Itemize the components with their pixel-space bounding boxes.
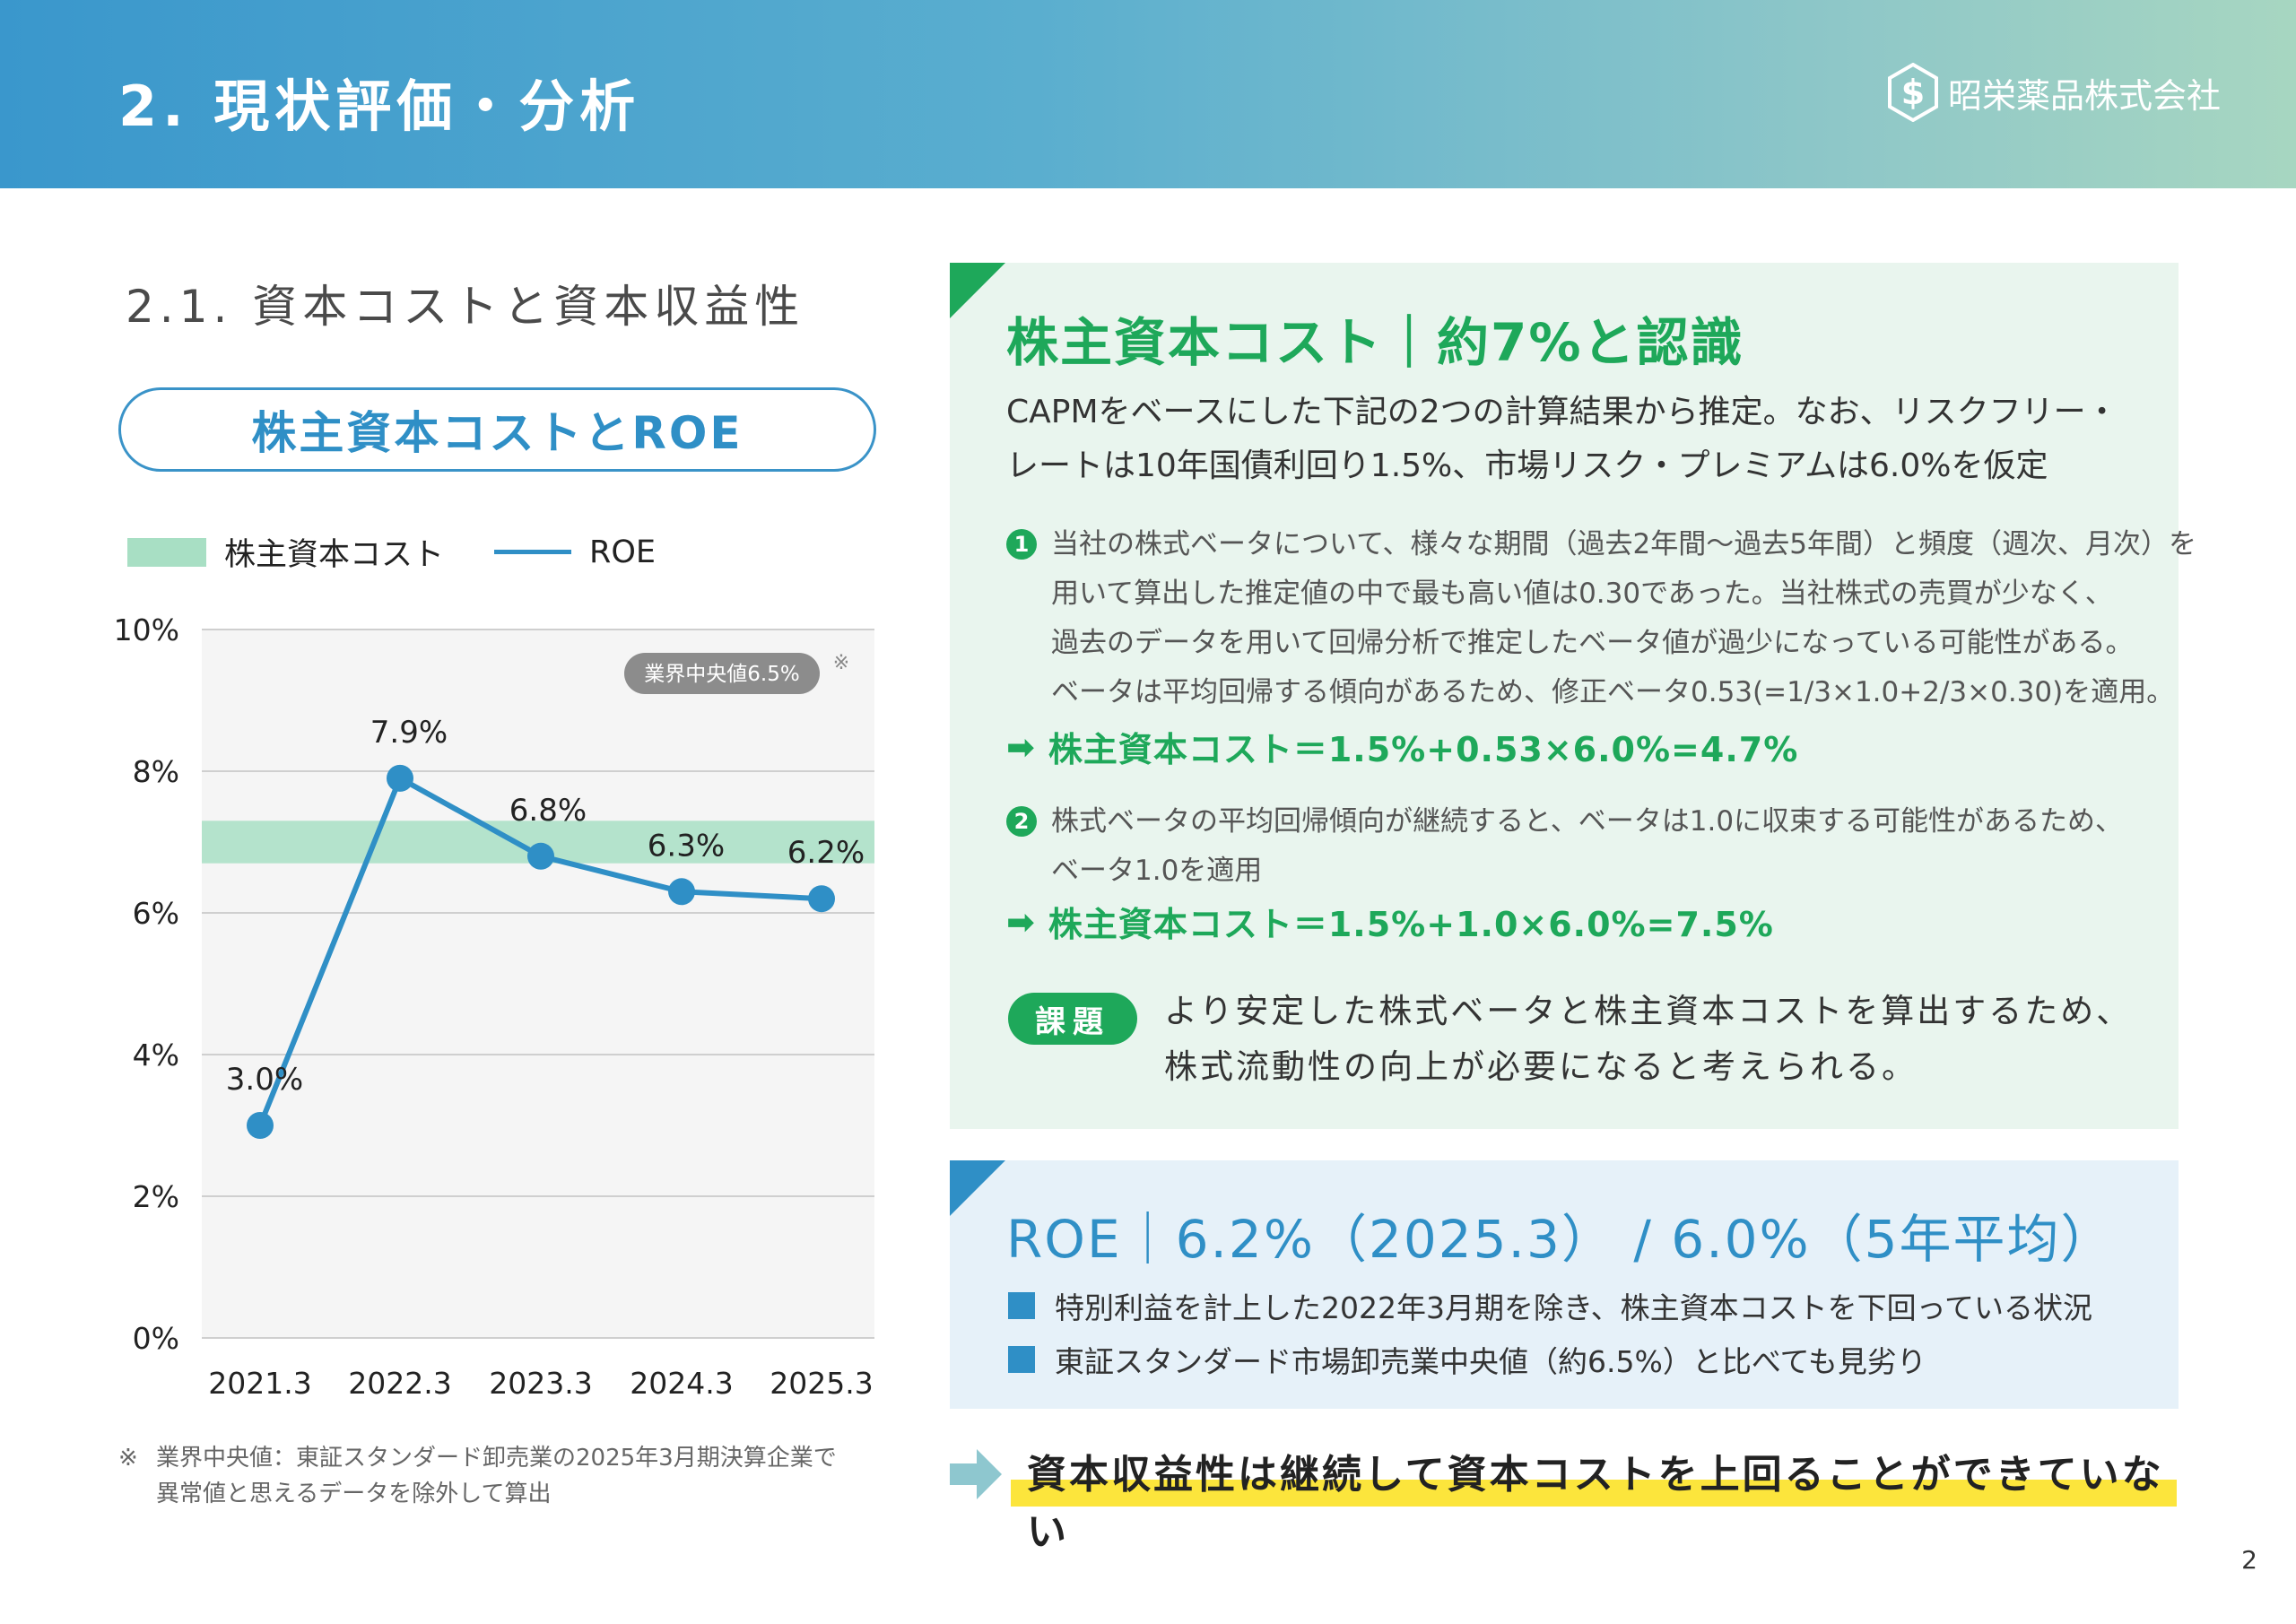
right-arrow-icon: ➡ [1006, 901, 1036, 942]
square-bullet-icon [1008, 1346, 1035, 1373]
brand: $ 昭栄薬品株式会社 [1887, 63, 2221, 122]
panel-corner-accent [950, 263, 1005, 318]
x-tick-label: 2021.3 [208, 1366, 311, 1401]
item1-formula-row: ➡ 株主資本コスト＝1.5%+0.53×6.0%=4.7% [1006, 722, 1798, 771]
roe-point [668, 878, 695, 906]
issue-text: より安定した株式ベータと株主資本コストを算出するため、 株式流動性の向上が必要に… [1164, 984, 2132, 1095]
brand-name: 昭栄薬品株式会社 [1947, 75, 2221, 116]
industry-badge: 業界中央値6.5% [644, 663, 799, 686]
panel-corner-accent [950, 1160, 1005, 1216]
cost-of-equity-panel [950, 263, 2179, 1129]
item1-line-1: 当社の株式ベータについて、様々な期間（過去2年間〜過去5年間）と頻度（週次、月次… [1051, 528, 2196, 560]
industry-badge-bg [624, 653, 820, 694]
y-tick-label: 4% [133, 1038, 179, 1073]
svg-text:$: $ [1901, 73, 1925, 112]
roe-bullet-2: 東証スタンダード市場卸売業中央値（約6.5%）と比べても見劣り [1008, 1338, 1926, 1381]
legend-line-roe [494, 550, 572, 554]
footnote-line-1: 業界中央値：東証スタンダード卸売業の2025年3月期決算企業で [156, 1445, 837, 1472]
plot-background [202, 630, 874, 1338]
industry-note-mark: ※ [833, 652, 849, 674]
square-bullet-icon [1008, 1292, 1035, 1319]
issue-badge: 課題 [1008, 993, 1137, 1045]
roe-point [527, 842, 554, 870]
item-number-2: 2 [1006, 806, 1037, 837]
roe-chart: 0% 2% 4% 6% 8% 10% 2021.3 2022.3 2023.3 2024.3 202… [114, 612, 874, 1401]
legend-label-cost: 株主資本コスト [224, 537, 445, 573]
issue-line-1: より安定した株式ベータと株主資本コストを算出するため、 [1164, 992, 2133, 1030]
item1-line-4: ベータは平均回帰する傾向があるため、修正ベータ0.53(=1/3×1.0+2/3… [1051, 676, 2175, 708]
y-tick-label: 8% [133, 754, 179, 789]
conclusion: 資本収益性は継続して資本コストを上回ることができていない [950, 1442, 2179, 1555]
item1-line-3: 過去のデータを用いて回帰分析で推定したベータ値が過少になっている可能性がある。 [1051, 627, 2134, 659]
item2-line-2: ベータ1.0を適用 [1051, 855, 1263, 887]
company-logo-icon: $ [1887, 63, 1938, 122]
y-tick-label: 6% [133, 896, 179, 931]
x-tick-label: 2022.3 [348, 1366, 451, 1401]
item-number-1: 1 [1006, 529, 1037, 560]
data-label: 3.0% [226, 1062, 303, 1098]
legend-swatch-cost [127, 537, 206, 567]
page-title: 2. 現状評価・分析 [118, 74, 641, 139]
conclusion-text: 資本収益性は継続して資本コストを上回ることができていない [1027, 1452, 2164, 1555]
chart-legend: 株主資本コスト ROE [127, 529, 656, 575]
footnote-line-2: 異常値と思えるデータを除外して算出 [156, 1481, 552, 1507]
y-tick-label: 10% [114, 612, 179, 647]
y-tick-label: 0% [133, 1321, 179, 1356]
data-label: 6.8% [509, 793, 587, 829]
cost-body-line-1: CAPMをベースにした下記の2つの計算結果から推定。なお、リスクフリー・ [1006, 394, 2118, 430]
header-banner: 2. 現状評価・分析 $ 昭栄薬品株式会社 [0, 0, 2296, 188]
item2-formula-row: ➡ 株主資本コスト＝1.5%+1.0×6.0%=7.5% [1006, 897, 1774, 946]
x-tick-label: 2025.3 [770, 1366, 873, 1401]
chart-title: 株主資本コストとROE [118, 387, 876, 472]
x-tick-label: 2024.3 [630, 1366, 733, 1401]
conclusion-highlight [1011, 1480, 2177, 1507]
page-number: 2 [2241, 1545, 2257, 1575]
x-tick-label: 2023.3 [489, 1366, 592, 1401]
conclusion-arrow-icon [950, 1449, 1002, 1499]
data-label: 7.9% [370, 715, 448, 751]
item2-line-1: 株式ベータの平均回帰傾向が継続すると、ベータは1.0に収束する可能性があるため、 [1051, 805, 2124, 838]
right-arrow-icon: ➡ [1006, 726, 1036, 767]
roe-heading: ROE｜6.2%（2025.3） / 6.0%（5年平均） [1006, 1209, 2115, 1270]
y-tick-label: 2% [133, 1179, 179, 1214]
issue-line-2: 株式流動性の向上が必要になると考えられる。 [1164, 1047, 1918, 1086]
footnote: ※ 業界中央値：東証スタンダード卸売業の2025年3月期決算企業で 異常値と思える… [118, 1440, 837, 1512]
item2-formula: 株主資本コスト＝1.5%+1.0×6.0%=7.5% [1048, 905, 1774, 944]
cost-heading: 株主資本コスト｜約7%と認識 [1006, 312, 1744, 373]
item1-formula: 株主資本コスト＝1.5%+0.53×6.0%=4.7% [1048, 730, 1799, 769]
legend-label-roe: ROE [589, 534, 656, 570]
section-title: 2.1. 資本コストと資本収益性 [126, 281, 805, 333]
roe-bullet-1-text: 特別利益を計上した2022年3月期を除き、株主資本コストを下回っている状況 [1055, 1290, 2093, 1325]
data-label: 6.2% [787, 835, 865, 871]
roe-point [247, 1112, 274, 1139]
item1-line-2: 用いて算出した推定値の中で最も高い値は0.30であった。当社株式の売買が少なく、 [1051, 578, 2113, 610]
roe-bullet-2-text: 東証スタンダード市場卸売業中央値（約6.5%）と比べても見劣り [1055, 1344, 1926, 1379]
roe-bullet-1: 特別利益を計上した2022年3月期を除き、株主資本コストを下回っている状況 [1008, 1284, 2092, 1327]
roe-point [387, 764, 413, 792]
footnote-mark: ※ [118, 1445, 138, 1472]
roe-panel [950, 1160, 2179, 1409]
data-label: 6.3% [648, 828, 725, 864]
roe-point [808, 885, 835, 913]
cost-body-line-2: レートは10年国債利回り1.5%、市場リスク・プレミアムは6.0%を仮定 [1006, 447, 2048, 484]
